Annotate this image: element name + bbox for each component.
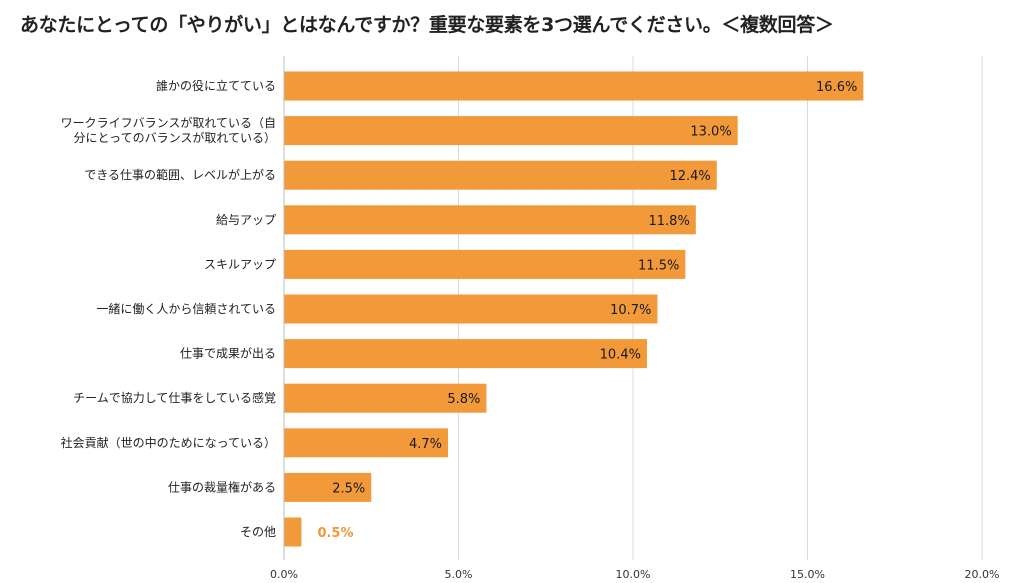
category-label: 仕事で成果が出る — [180, 346, 276, 361]
data-label: 11.8% — [649, 214, 690, 229]
category-label: 社会貢献（世の中のためになっている） — [61, 435, 276, 450]
data-label: 10.7% — [610, 303, 651, 318]
data-label: 4.7% — [409, 437, 442, 452]
bar — [284, 517, 302, 547]
category-label: ワークライフバランスが取れている（自分にとってのバランスが取れている） — [61, 115, 276, 145]
data-label: 0.5% — [317, 526, 353, 541]
category-label: できる仕事の範囲、レベルが上がる — [84, 167, 276, 182]
x-tick-label: 0.0% — [270, 568, 298, 581]
x-tick-label: 10.0% — [616, 568, 651, 581]
data-label: 12.4% — [669, 169, 710, 184]
chart-title: あなたにとっての「やりがい」とはなんですか？重要な要素を3つ選んでください。＜複… — [20, 14, 834, 36]
category-label: スキルアップ — [204, 257, 276, 271]
x-tick-label: 15.0% — [790, 568, 825, 581]
bar — [284, 339, 647, 369]
category-label: その他 — [240, 525, 276, 539]
x-tick-label: 20.0% — [965, 568, 1000, 581]
data-label: 10.4% — [600, 348, 641, 363]
bar — [284, 294, 658, 324]
x-tick-label: 5.0% — [445, 568, 473, 581]
data-label: 11.5% — [638, 258, 679, 273]
category-label: 一緒に働く人から信頼されている — [96, 301, 276, 316]
category-label: 給与アップ — [216, 213, 276, 227]
category-label: 誰かの役に立てている — [156, 78, 276, 93]
bar — [284, 160, 717, 190]
bar — [284, 71, 864, 101]
category-label: チームで協力して仕事をしている感覚 — [73, 390, 276, 405]
bar — [284, 205, 696, 235]
bar — [284, 383, 487, 413]
data-label: 2.5% — [332, 481, 365, 496]
bar — [284, 249, 686, 279]
category-label: 仕事の裁量権がある — [168, 479, 276, 494]
bar — [284, 472, 372, 502]
data-label: 16.6% — [816, 80, 857, 95]
bar — [284, 116, 738, 146]
data-label: 5.8% — [447, 392, 480, 407]
data-label: 13.0% — [690, 125, 731, 140]
bar — [284, 428, 449, 458]
